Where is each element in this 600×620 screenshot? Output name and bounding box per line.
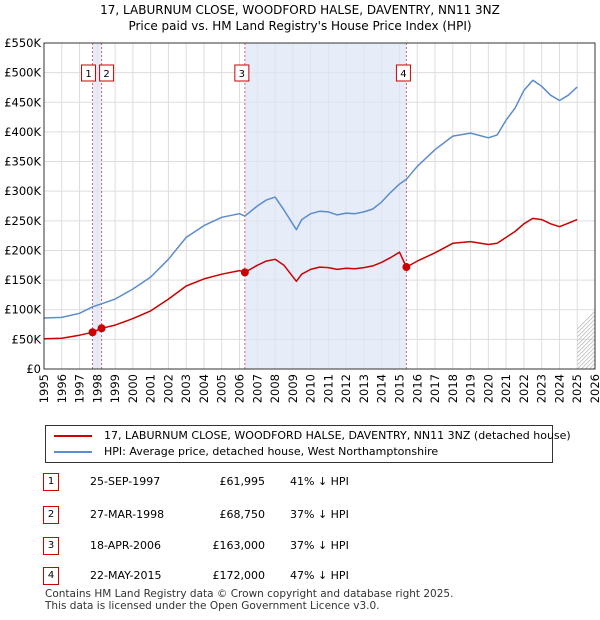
- x-tick-label: 2022: [517, 374, 531, 403]
- x-tick-label: 2010: [304, 374, 318, 403]
- x-tick-label: 2013: [357, 374, 371, 403]
- footer-line-1: Contains HM Land Registry data © Crown c…: [45, 588, 454, 600]
- table-row: 1 25-SEP-1997 £61,995 41% ↓ HPI: [0, 473, 600, 491]
- sale-price: £61,995: [219, 475, 266, 488]
- sale-date: 27-MAR-1998: [90, 508, 165, 521]
- sale-hpi-diff: 37% ↓ HPI: [290, 539, 349, 552]
- table-row: 3 18-APR-2006 £163,000 37% ↓ HPI: [0, 537, 600, 555]
- x-tick-label: 1997: [73, 374, 87, 403]
- sale-number-badge: 4: [43, 567, 59, 585]
- y-tick-label: £450K: [4, 95, 41, 109]
- sale-point: [97, 324, 106, 333]
- price-paid-series-line: [43, 217, 578, 340]
- forecast-hatch: [577, 310, 596, 369]
- x-tick-label: 2006: [233, 374, 247, 403]
- sale-point: [402, 263, 411, 272]
- x-tick-label: 2008: [268, 374, 282, 403]
- x-tick-label: 2012: [339, 374, 353, 403]
- x-tick-label: 2023: [535, 374, 549, 403]
- x-tick-label: 1998: [90, 374, 104, 403]
- chart-legend: 17, LABURNUM CLOSE, WOODFORD HALSE, DAVE…: [45, 425, 571, 463]
- sale-badge-box: [395, 64, 411, 82]
- legend-item-hpi: HPI: Average price, detached house, West…: [54, 445, 438, 459]
- x-tick-label: 2024: [552, 374, 566, 403]
- y-tick-label: £200K: [4, 243, 41, 257]
- sale-hpi-diff: 37% ↓ HPI: [290, 508, 349, 521]
- x-tick-label: 1995: [37, 374, 51, 403]
- x-tick-label: 2000: [126, 374, 140, 403]
- y-tick-label: £500K: [4, 66, 41, 80]
- x-tick-label: 2026: [588, 374, 600, 403]
- x-tick-label: 2014: [375, 374, 389, 403]
- chart-title: 17, LABURNUM CLOSE, WOODFORD HALSE, DAVE…: [100, 3, 500, 17]
- x-tick-label: 2015: [392, 374, 406, 403]
- y-tick-label: £550K: [4, 36, 41, 50]
- sale-price: £68,750: [219, 508, 266, 521]
- legend-swatch-hpi: [54, 451, 92, 453]
- sale-badge-box: [99, 64, 115, 82]
- sale-badge-label: 3: [239, 69, 245, 80]
- x-tick-label: 2011: [321, 374, 335, 403]
- sale-number-badge: 1: [43, 473, 59, 491]
- sale-badge-box: [81, 64, 97, 82]
- legend-item-price: 17, LABURNUM CLOSE, WOODFORD HALSE, DAVE…: [54, 429, 571, 443]
- table-row: 2 27-MAR-1998 £68,750 37% ↓ HPI: [0, 506, 600, 524]
- table-row: 4 22-MAY-2015 £172,000 47% ↓ HPI: [0, 567, 600, 585]
- sale-period-band: [244, 43, 407, 369]
- x-tick-label: 2005: [215, 374, 229, 403]
- footer-line-2: This data is licensed under the Open Gov…: [45, 600, 380, 612]
- x-tick-label: 2016: [410, 374, 424, 403]
- legend-label-price: 17, LABURNUM CLOSE, WOODFORD HALSE, DAVE…: [104, 429, 571, 442]
- sale-period-band: [92, 43, 102, 369]
- sale-badge-label: 2: [103, 69, 109, 80]
- legend-label-hpi: HPI: Average price, detached house, West…: [104, 445, 439, 458]
- sale-price: £172,000: [212, 569, 266, 582]
- price-chart: 17, LABURNUM CLOSE, WOODFORD HALSE, DAVE…: [4, 3, 600, 403]
- x-tick-label: 2001: [144, 374, 158, 403]
- x-tick-label: 1999: [108, 374, 122, 403]
- sale-point: [88, 328, 97, 337]
- x-tick-label: 1996: [55, 374, 69, 403]
- sale-number-badge: 2: [43, 506, 59, 524]
- sale-date: 22-MAY-2015: [90, 569, 162, 582]
- y-tick-label: £100K: [4, 303, 41, 317]
- sale-hpi-diff: 41% ↓ HPI: [290, 475, 349, 488]
- y-tick-label: £250K: [4, 214, 41, 228]
- sale-hpi-diff: 47% ↓ HPI: [290, 569, 349, 582]
- plot-frame: [43, 42, 596, 370]
- sale-number-badge: 3: [43, 537, 59, 555]
- sale-date: 18-APR-2006: [90, 539, 162, 552]
- y-tick-label: £350K: [4, 155, 41, 169]
- chart-subtitle: Price paid vs. HM Land Registry's House …: [128, 19, 471, 33]
- sale-date: 25-SEP-1997: [90, 475, 161, 488]
- x-tick-label: 2017: [428, 374, 442, 403]
- y-tick-label: £50K: [12, 332, 42, 346]
- sale-point: [240, 268, 249, 277]
- x-tick-label: 2007: [250, 374, 264, 403]
- y-tick-label: £0: [26, 362, 41, 376]
- x-tick-label: 2004: [197, 374, 211, 403]
- sale-badge-box: [234, 64, 250, 82]
- forecast-hatch-line: [577, 310, 596, 330]
- hpi-series-line: [43, 79, 578, 319]
- y-tick-label: £400K: [4, 125, 41, 139]
- y-tick-label: £300K: [4, 184, 41, 198]
- x-tick-label: 2009: [286, 374, 300, 403]
- y-tick-label: £150K: [4, 273, 41, 287]
- x-tick-label: 2002: [161, 374, 175, 403]
- legend-swatch-price: [54, 435, 92, 437]
- sale-price: £163,000: [212, 539, 266, 552]
- x-tick-label: 2025: [570, 374, 584, 403]
- x-tick-label: 2020: [481, 374, 495, 403]
- footer-attribution: Contains HM Land Registry data © Crown c…: [45, 588, 453, 612]
- x-tick-label: 2003: [179, 374, 193, 403]
- sale-badge-label: 4: [400, 69, 406, 80]
- x-tick-label: 2018: [446, 374, 460, 403]
- sale-badge-label: 1: [85, 69, 91, 80]
- x-tick-label: 2019: [464, 374, 478, 403]
- x-tick-label: 2021: [499, 374, 513, 403]
